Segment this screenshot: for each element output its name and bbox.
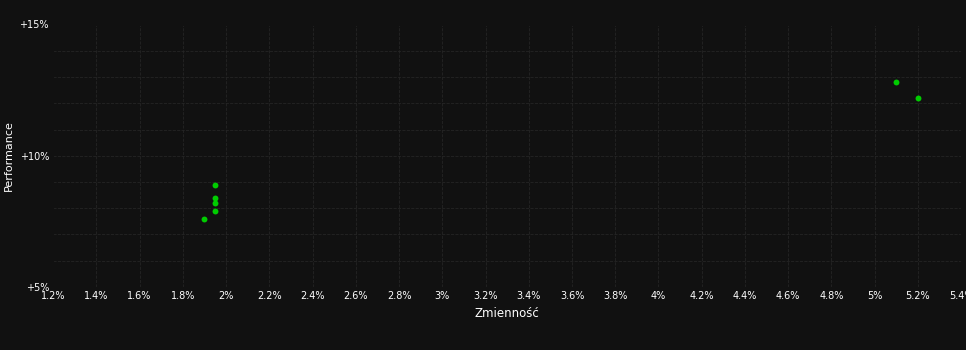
Point — [910, 95, 925, 101]
Point — [208, 208, 223, 213]
Point — [208, 200, 223, 206]
Point — [208, 182, 223, 188]
Y-axis label: Performance: Performance — [4, 120, 14, 191]
Point — [197, 216, 213, 222]
X-axis label: Zmienność: Zmienność — [474, 307, 540, 320]
Point — [889, 79, 904, 85]
Point — [208, 195, 223, 201]
